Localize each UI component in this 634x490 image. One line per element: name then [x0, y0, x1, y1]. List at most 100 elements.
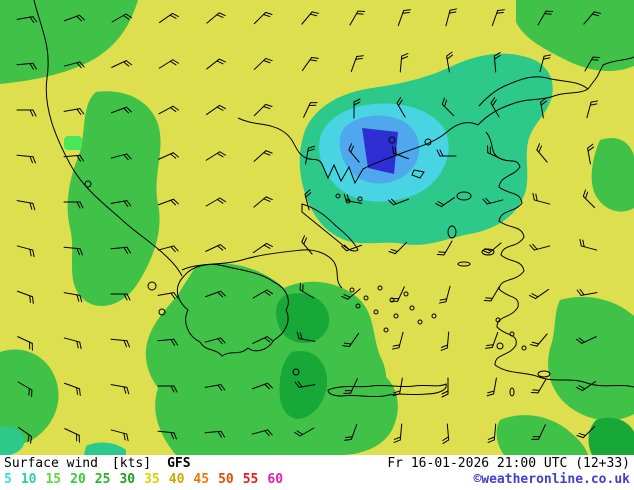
- legend-value-55: 55: [242, 472, 259, 487]
- wind-barb: [206, 58, 226, 70]
- wind-barbs: [16, 8, 602, 444]
- wind-barb: [63, 108, 85, 116]
- wind-barb: [157, 198, 179, 206]
- wind-barb: [111, 60, 133, 68]
- legend-value-5: 5: [4, 472, 12, 487]
- region-teal-bottomstrip: [84, 442, 126, 455]
- wind-barb: [253, 196, 273, 208]
- wind-barb: [584, 56, 601, 72]
- wind-barb: [301, 11, 320, 25]
- wind-barb: [63, 201, 84, 209]
- wind-barb: [486, 377, 497, 397]
- region-brightgreen-dot: [64, 136, 82, 150]
- wind-barb: [158, 12, 179, 24]
- wind-barb: [299, 282, 315, 299]
- copyright-link[interactable]: ©weatheronline.co.uk: [473, 472, 630, 487]
- wind-barb: [583, 11, 602, 25]
- coast-gulf-corinth: [181, 249, 343, 289]
- coast-north-aegean: [237, 117, 479, 185]
- wind-barb: [392, 377, 403, 397]
- wind-barb: [487, 145, 503, 160]
- model-label: GFS: [167, 456, 191, 471]
- wind-barb: [205, 104, 226, 116]
- region-darkgreen-corner: [588, 417, 634, 455]
- wind-barb: [442, 423, 450, 444]
- wind-barb: [157, 338, 178, 346]
- wind-barb: [539, 54, 552, 73]
- wind-barb: [304, 189, 312, 211]
- legend-value-10: 10: [20, 472, 37, 487]
- wind-barb: [350, 55, 364, 73]
- region-darkgreen-2: [279, 350, 328, 419]
- wind-barb: [586, 100, 599, 119]
- wind-barb: [436, 149, 457, 157]
- island-crete: [327, 383, 447, 398]
- legend-value-40: 40: [168, 472, 185, 487]
- wind-barb: [532, 192, 551, 205]
- legend-value-50: 50: [218, 472, 234, 487]
- product-group: Surface wind [kts] GFS: [4, 456, 191, 472]
- wind-barb: [576, 380, 597, 392]
- wind-barb: [530, 378, 547, 394]
- wind-barb: [253, 57, 273, 71]
- wind-barb: [540, 97, 548, 119]
- wind-barb: [17, 336, 33, 351]
- wind-barb: [204, 384, 226, 392]
- wind-barb: [205, 197, 227, 207]
- island-euboea: [301, 203, 359, 252]
- wind-barb: [396, 96, 406, 118]
- legend-value-60: 60: [267, 472, 284, 487]
- wind-barb: [110, 293, 131, 301]
- wind-barb: [157, 430, 177, 440]
- wind-barb: [17, 426, 33, 444]
- region-teal-bottomleft: [0, 426, 25, 455]
- wind-barb: [158, 59, 180, 69]
- wind-barb: [252, 242, 273, 254]
- wind-barb: [251, 429, 273, 437]
- wind-barb: [493, 52, 501, 73]
- wind-barb: [575, 336, 597, 344]
- region-darkgreen-1: [276, 293, 330, 344]
- wind-barb: [343, 378, 358, 394]
- wind-barb: [63, 246, 83, 256]
- wind-barb: [483, 286, 500, 302]
- wind-barb: [440, 331, 450, 351]
- wind-barb: [110, 246, 131, 254]
- wind-barb: [301, 56, 319, 72]
- region-green-bottomright: [496, 415, 588, 455]
- wind-barb: [390, 286, 405, 302]
- legend-value-15: 15: [45, 472, 62, 487]
- wind-barb: [537, 10, 554, 26]
- wind-barb: [63, 61, 85, 69]
- wind-barb: [441, 97, 455, 117]
- wind-barb: [397, 9, 411, 27]
- wind-barb: [204, 337, 226, 345]
- wind-barb: [205, 151, 227, 161]
- wind-barb: [579, 238, 598, 251]
- legend-value-25: 25: [94, 472, 111, 487]
- region-green-topleft: [0, 0, 138, 84]
- wind-barb: [157, 385, 178, 393]
- wind-barb: [303, 102, 318, 118]
- wind-barb: [111, 13, 133, 23]
- wind-barb: [582, 189, 596, 209]
- wind-barb: [251, 382, 273, 390]
- wind-speed-legend: 5 10 15 20 25 30 35 40 45 50 55 60: [4, 472, 292, 488]
- wind-barb: [485, 331, 499, 349]
- wind-barb: [63, 382, 81, 396]
- wind-barb: [16, 109, 37, 117]
- wind-barb: [253, 103, 273, 117]
- wind-barb: [63, 154, 84, 162]
- wind-barb: [392, 146, 410, 160]
- wind-barb: [445, 8, 458, 27]
- weather-map: [0, 0, 634, 455]
- wind-barb: [348, 143, 360, 163]
- wind-barb: [110, 429, 129, 442]
- wind-barb: [399, 53, 409, 73]
- wind-barb: [436, 240, 453, 256]
- wind-barb: [587, 143, 595, 165]
- island-limnos: [411, 169, 425, 179]
- wind-barb: [294, 380, 316, 388]
- wind-barb: [576, 425, 596, 439]
- footer-row-legend: 5 10 15 20 25 30 35 40 45 50 55 60 ©weatheronline.c…: [4, 472, 630, 488]
